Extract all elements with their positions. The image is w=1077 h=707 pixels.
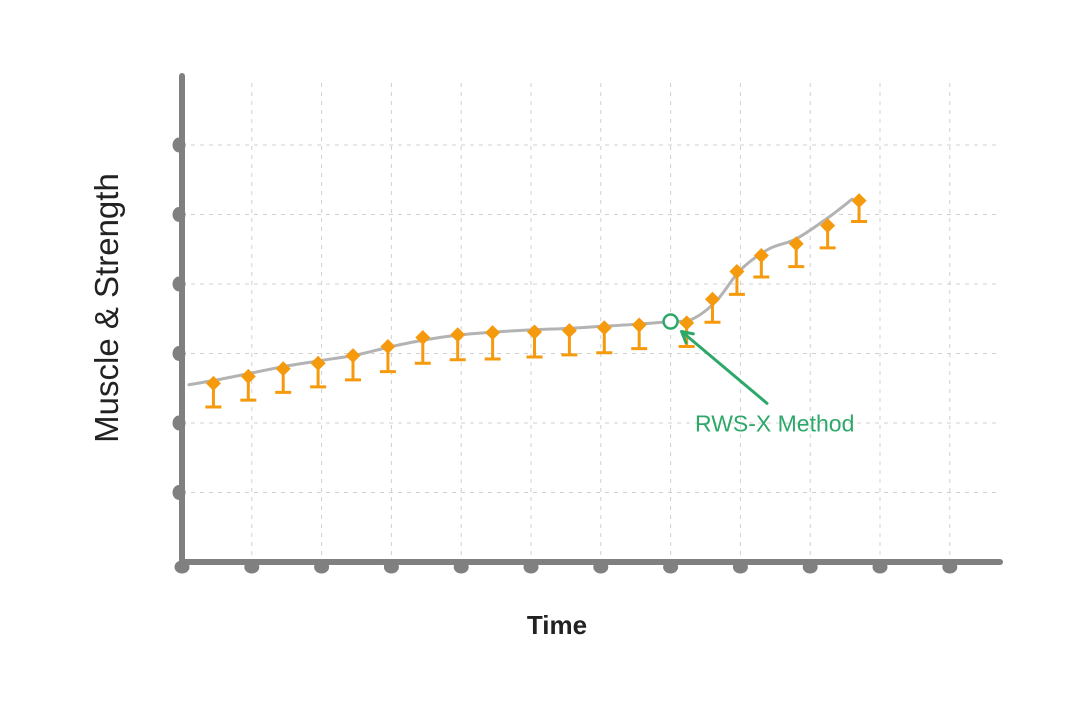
data-point-1 — [240, 368, 256, 384]
axes — [179, 73, 1003, 565]
data-point-6 — [415, 330, 431, 346]
x-tick-mark-8 — [732, 560, 748, 574]
series-0-line — [187, 197, 854, 387]
data-point-10 — [561, 323, 577, 339]
x-tick-mark-2 — [314, 560, 330, 574]
data-point-7 — [450, 327, 466, 343]
data-point-13 — [679, 315, 695, 331]
y-tick-mark-1 — [172, 415, 186, 431]
data-point-19 — [851, 193, 867, 209]
data-point-0 — [205, 375, 221, 391]
annotation-arrow-head-0 — [680, 330, 695, 345]
data-point-5 — [380, 339, 396, 355]
data-point-17 — [788, 236, 804, 252]
data-point-12 — [631, 317, 647, 333]
annotations: RWS-X Method — [662, 313, 854, 436]
y-tick-mark-3 — [172, 276, 186, 292]
x-tick-mark-6 — [593, 560, 609, 574]
y-tick-mark-2 — [172, 346, 186, 361]
annotation-marker-0 — [662, 313, 679, 330]
x-tick-mark-0 — [174, 560, 190, 574]
data-point-3 — [310, 355, 326, 371]
annotation-label-0: RWS-X Method — [695, 410, 854, 436]
series — [187, 193, 868, 409]
y-tick-mark-0 — [172, 485, 186, 500]
data-point-14 — [704, 291, 720, 307]
data-point-9 — [526, 324, 542, 340]
tick-marks — [172, 137, 958, 574]
y-tick-mark-5 — [172, 137, 186, 153]
x-tick-mark-10 — [872, 560, 888, 574]
x-tick-mark-5 — [523, 560, 539, 574]
x-tick-mark-7 — [663, 560, 679, 574]
y-tick-mark-4 — [172, 207, 186, 222]
x-axis-label: Time — [527, 610, 587, 640]
data-point-18 — [820, 218, 836, 234]
x-tick-mark-1 — [244, 560, 260, 574]
x-tick-mark-4 — [453, 560, 469, 574]
data-point-16 — [753, 248, 769, 264]
x-tick-mark-11 — [942, 560, 958, 574]
grid — [182, 83, 1000, 562]
y-axis-label: Muscle & Strength — [88, 173, 125, 443]
x-tick-mark-3 — [383, 560, 399, 574]
data-point-8 — [485, 325, 501, 341]
data-point-15 — [729, 263, 745, 279]
annotation-arrow-line-0 — [680, 330, 769, 405]
x-tick-mark-9 — [802, 560, 818, 574]
data-point-4 — [345, 348, 361, 364]
data-point-11 — [596, 320, 612, 336]
data-point-2 — [275, 361, 291, 377]
